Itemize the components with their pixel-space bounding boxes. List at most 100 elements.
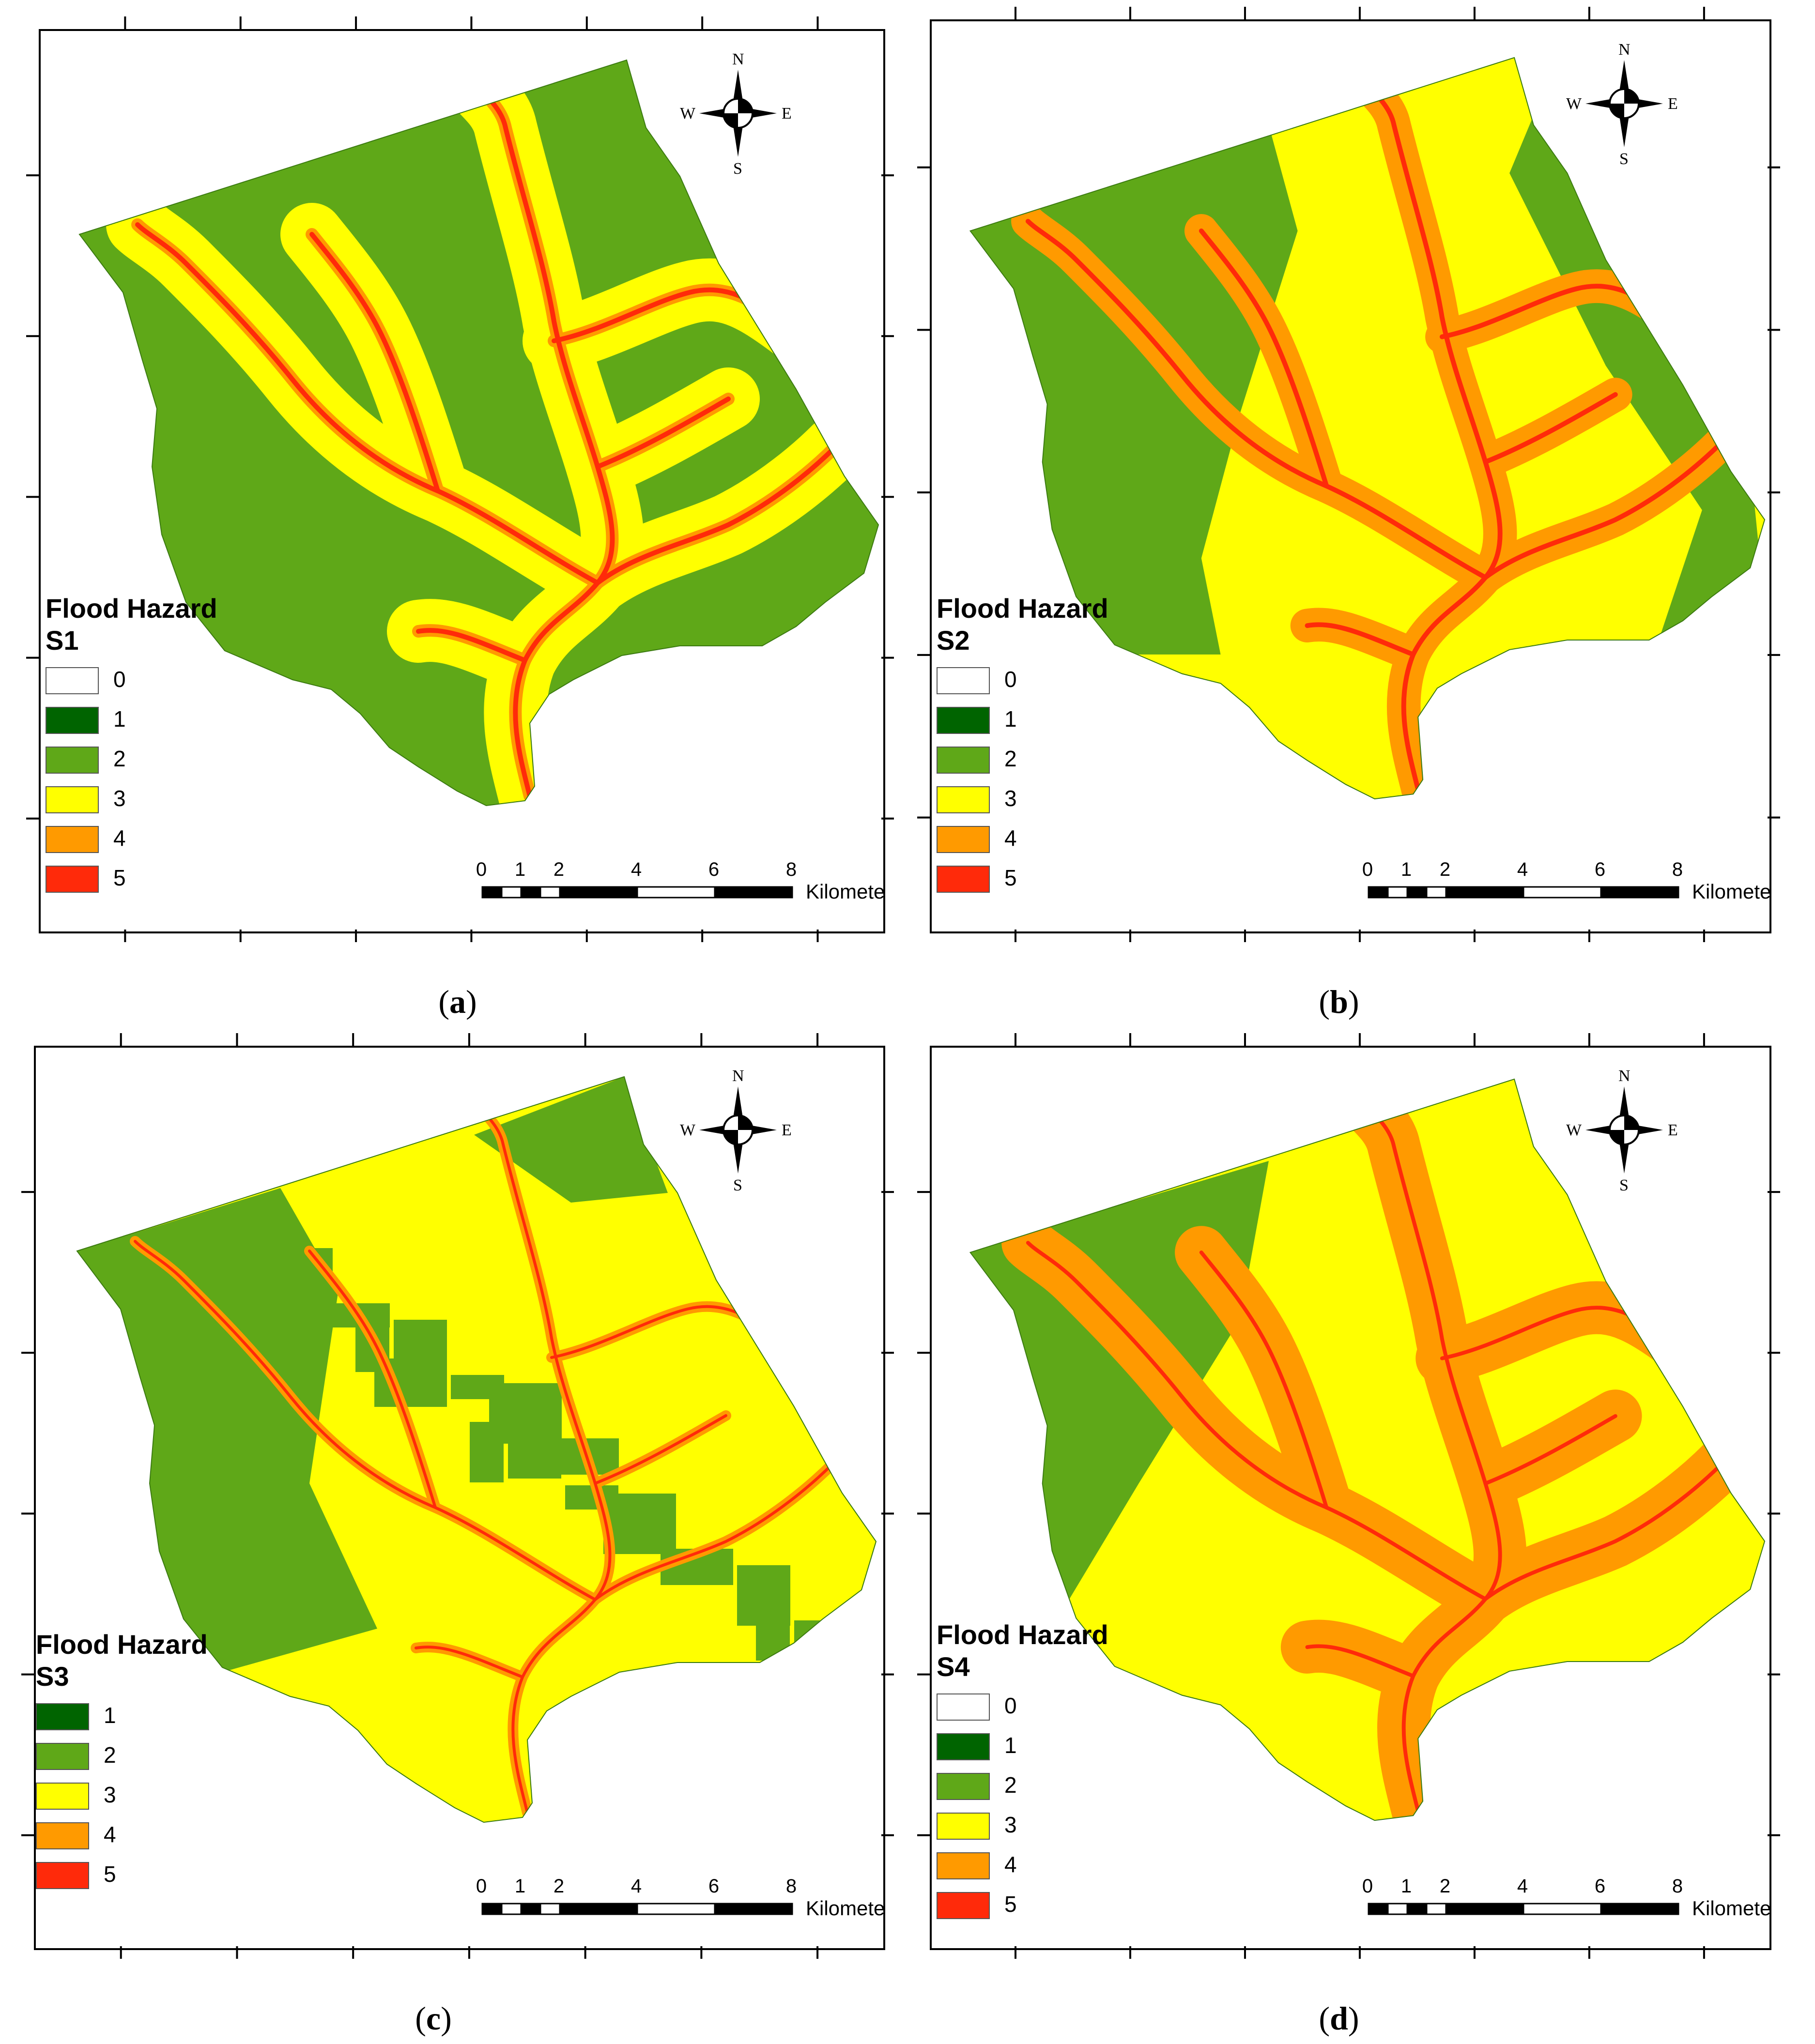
panel-caption-letter: d [1330, 2000, 1348, 2037]
hazard-zone-2 [184, 1232, 217, 1256]
scale-tick-label: 2 [1439, 859, 1451, 880]
legend-value: 4 [1004, 825, 1017, 851]
compass-label-n: N [1618, 1067, 1630, 1085]
legend-value: 5 [113, 865, 126, 890]
legend-item-4: 4 [937, 820, 1108, 860]
legend-value: 4 [104, 1822, 116, 1847]
compass-label-s: S [1619, 150, 1629, 168]
map-area-class-2 [79, 60, 878, 806]
scale-tick-label: 0 [476, 859, 487, 880]
legend-swatch [937, 747, 990, 774]
hazard-zone-5 [594, 1414, 727, 1485]
legend-swatch [937, 786, 990, 813]
legend-swatch [46, 747, 99, 774]
legend-value: 0 [1004, 1693, 1017, 1718]
compass-label-e: E [1668, 1121, 1678, 1139]
legend-title: Flood Hazard [937, 593, 1108, 624]
panel-caption-letter: a [449, 983, 466, 1020]
legend-swatch [46, 866, 99, 893]
compass-label-n: N [732, 1067, 744, 1085]
compass-label-n: N [1618, 41, 1630, 59]
hazard-zone-5 [595, 397, 731, 469]
legend-value: 2 [1004, 746, 1017, 771]
hazard-zone-2 [699, 1557, 733, 1581]
scale-unit: Kilometers [806, 1897, 885, 1920]
hazard-zone-5 [415, 1646, 524, 1678]
legend-item-0: 0 [937, 661, 1108, 701]
hazard-zone-5 [135, 222, 600, 585]
legend-value: 0 [1004, 667, 1017, 692]
hazard-zone-5 [1305, 1644, 1415, 1678]
scale-unit: Kilometers [1692, 1897, 1771, 1920]
scale-tick-label: 6 [708, 859, 720, 880]
legend-item-5: 5 [46, 860, 217, 900]
legend-swatch [937, 707, 990, 734]
catchment-map [76, 1076, 877, 1823]
graticule-ticks [917, 7, 1780, 942]
hazard-zone-5 [1483, 1414, 1617, 1486]
legend-swatch [36, 1783, 89, 1810]
hazard-zone-2 [1509, 58, 1765, 655]
legend-swatch [46, 826, 99, 853]
hazard-zone-5 [134, 1240, 597, 1601]
legend: Flood Hazard S3 1 2 3 4 5 [36, 1629, 208, 1896]
legend-swatch [36, 1822, 89, 1849]
scale-bar: 0 1 2 4 6 8 Kilometers [1362, 859, 1771, 907]
scale-tick-label: 8 [785, 1876, 797, 1897]
legend-swatch [36, 1862, 89, 1889]
hazard-zone-2 [642, 1502, 676, 1550]
hazard-zone-2 [737, 1565, 790, 1626]
flood-hazard-map-icon [969, 1078, 1766, 1821]
scale-tick-label: 0 [1362, 1876, 1373, 1897]
hazard-zone-5 [594, 1463, 834, 1601]
hazard-zone-5 [1483, 440, 1724, 580]
hazard-zone-5 [595, 445, 837, 585]
scale-tick-label: 8 [785, 859, 797, 880]
legend-swatch [937, 826, 990, 853]
compass-label-w: W [680, 1121, 696, 1139]
legend-swatch [46, 786, 99, 813]
compass-label-w: W [680, 105, 696, 122]
legend-swatch [46, 707, 99, 734]
legend-swatch [36, 1703, 89, 1730]
legend-item-1: 1 [36, 1697, 208, 1737]
legend-value: 5 [1004, 1891, 1017, 1917]
hazard-zone-5 [309, 232, 440, 493]
scale-tick-label: 2 [553, 1876, 565, 1897]
north-arrow-icon: N S W E [680, 50, 796, 178]
graticule-ticks [21, 1033, 894, 1959]
legend: Flood Hazard S1 0 1 2 3 4 5 [46, 593, 217, 900]
legend-item-5: 5 [36, 1856, 208, 1896]
legend-scenario: S2 [937, 625, 970, 656]
legend-item-2: 2 [937, 1767, 1108, 1807]
hazard-zone-2 [203, 1629, 276, 1653]
catchment-map [969, 1078, 1766, 1821]
scale-unit: Kilometers [1692, 880, 1771, 903]
north-arrow-icon: N S W E [1566, 41, 1682, 168]
flood-hazard-map-icon [969, 57, 1766, 800]
legend-item-2: 2 [36, 1737, 208, 1777]
legend-value: 3 [1004, 786, 1017, 811]
legend-item-0: 0 [937, 1688, 1108, 1727]
scale-bar: 0 1 2 4 6 8 Kilometers [1362, 1876, 1771, 1924]
legend-swatch [937, 866, 990, 893]
scale-tick-label: 1 [1400, 1876, 1412, 1897]
scale-tick-label: 4 [1517, 1876, 1528, 1897]
scale-tick-label: 1 [514, 859, 526, 880]
hazard-zone-5 [416, 628, 527, 663]
legend-item-5: 5 [937, 860, 1108, 900]
graticule-ticks [917, 1033, 1780, 1959]
hazard-zone-5 [1305, 622, 1416, 657]
legend-item-3: 3 [36, 1777, 208, 1816]
flood-hazard-map-icon [76, 1076, 877, 1823]
legend-value: 4 [1004, 1852, 1017, 1877]
compass-label-e: E [1668, 95, 1678, 113]
legend-value: 2 [113, 746, 126, 771]
legend-scenario: S3 [36, 1661, 69, 1692]
scale-tick-label: 6 [708, 1876, 720, 1897]
graticule-ticks [26, 16, 894, 942]
legend-swatch [937, 1813, 990, 1840]
legend-swatch [937, 1892, 990, 1919]
